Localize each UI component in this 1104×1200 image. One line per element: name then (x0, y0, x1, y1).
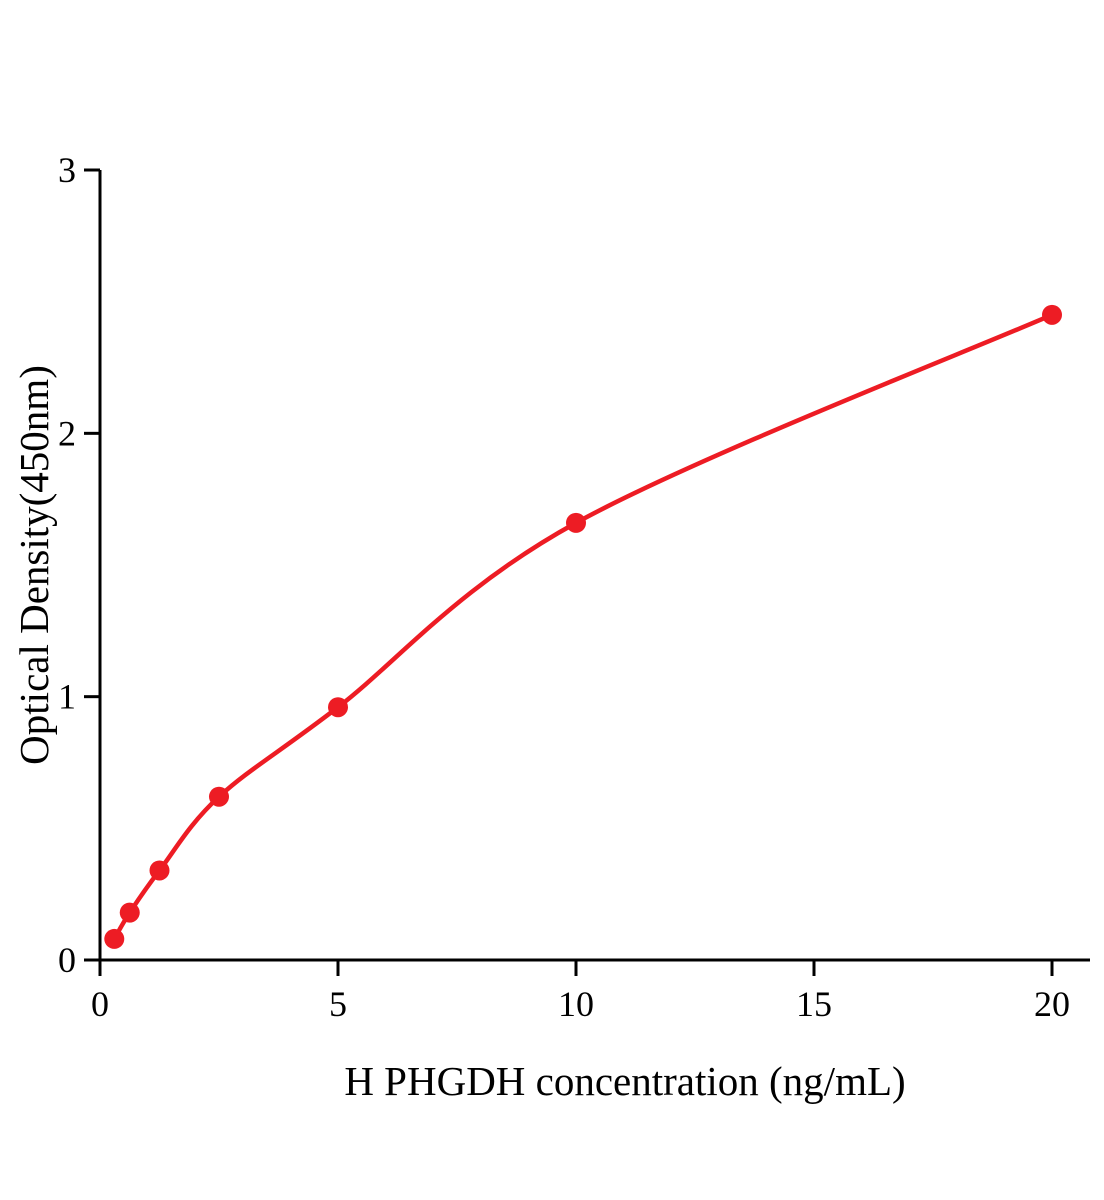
x-tick-label: 5 (329, 984, 347, 1024)
data-point-marker (119, 902, 140, 923)
y-tick-label: 2 (58, 413, 76, 453)
data-point-marker (1042, 304, 1062, 325)
data-point-marker (149, 860, 170, 881)
x-tick-label: 0 (91, 984, 109, 1024)
data-point-marker (209, 786, 229, 807)
fit-curve-line (112, 312, 1055, 942)
x-tick-label: 15 (796, 984, 832, 1024)
data-point-marker (566, 512, 586, 533)
y-tick-label: 1 (58, 677, 76, 717)
y-axis-title: Optical Density(450nm) (11, 365, 57, 765)
data-point-marker (328, 697, 348, 718)
x-tick-label: 20 (1034, 984, 1070, 1024)
x-axis-title: H PHGDH concentration (ng/mL) (344, 1058, 905, 1104)
data-point-marker (104, 928, 125, 949)
x-tick-label: 10 (558, 984, 594, 1024)
y-tick-label: 3 (58, 150, 76, 190)
y-tick-label: 0 (58, 940, 76, 980)
